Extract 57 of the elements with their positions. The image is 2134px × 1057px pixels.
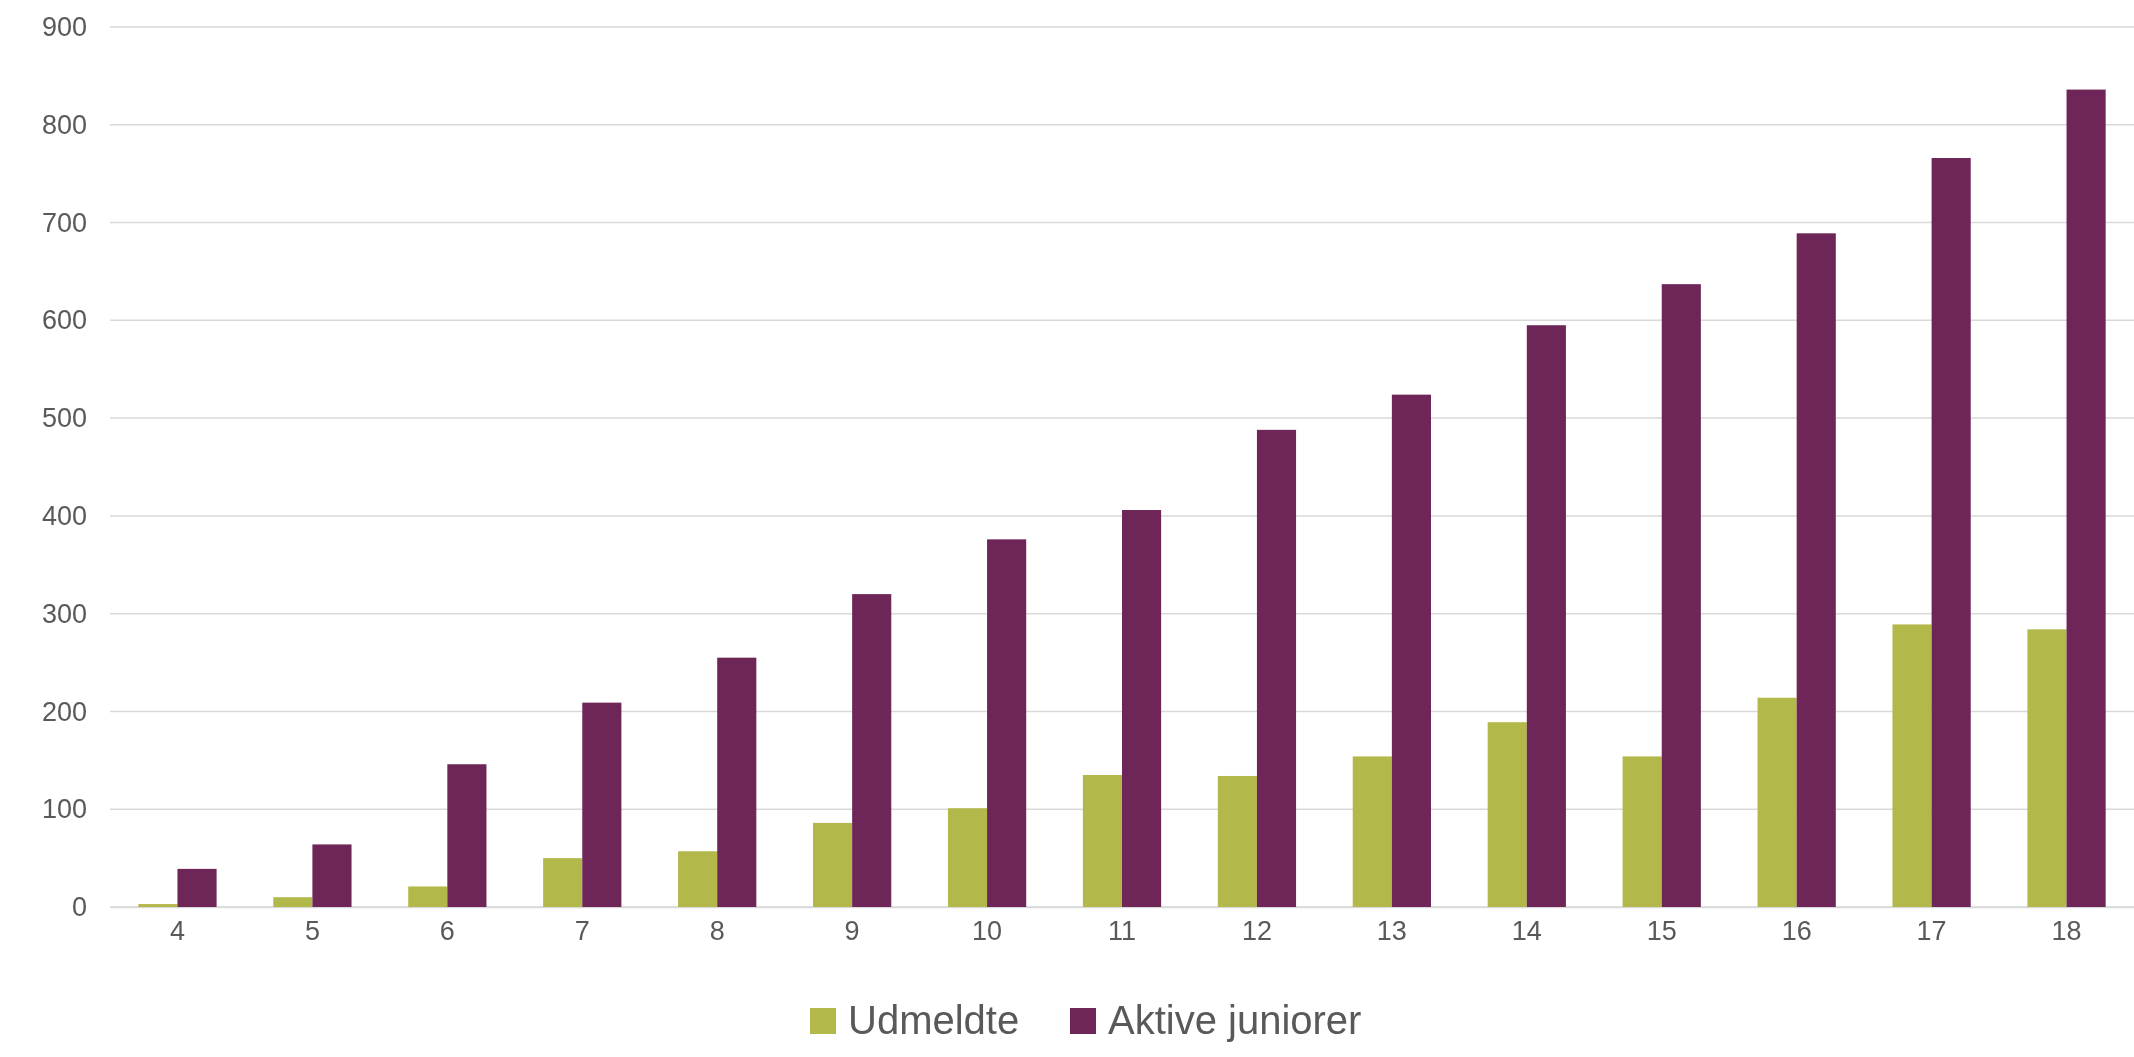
legend-label: Aktive juniorer bbox=[1108, 998, 1362, 1042]
legend-label: Udmeldte bbox=[848, 998, 1020, 1042]
x-tick-label: 16 bbox=[1781, 916, 1812, 947]
x-tick-label: 14 bbox=[1511, 916, 1542, 947]
x-tick-label: 12 bbox=[1241, 916, 1272, 947]
y-tick-label: 900 bbox=[41, 12, 87, 43]
bar bbox=[543, 858, 583, 907]
x-tick-label: 6 bbox=[439, 916, 455, 947]
bar bbox=[717, 657, 757, 907]
x-tick-label: 18 bbox=[2051, 916, 2082, 947]
bar bbox=[1122, 510, 1162, 907]
bar bbox=[1391, 394, 1431, 907]
y-tick-label: 500 bbox=[41, 403, 87, 434]
bar bbox=[408, 886, 448, 907]
bar bbox=[1256, 429, 1297, 907]
x-tick-label: 5 bbox=[304, 916, 320, 947]
y-tick-label: 400 bbox=[41, 501, 87, 532]
bar bbox=[2066, 89, 2106, 907]
y-tick-label: 300 bbox=[41, 598, 87, 629]
y-tick-label: 0 bbox=[71, 892, 87, 923]
bar bbox=[447, 764, 487, 907]
bar bbox=[1526, 325, 1566, 907]
x-tick-label: 17 bbox=[1916, 916, 1947, 947]
bar bbox=[1757, 697, 1797, 907]
y-tick-label: 100 bbox=[41, 794, 87, 825]
bar bbox=[1082, 775, 1122, 907]
bar bbox=[177, 868, 217, 907]
bar bbox=[273, 897, 313, 907]
x-tick-label: 8 bbox=[709, 916, 725, 947]
bar bbox=[1892, 624, 1932, 907]
bar bbox=[1487, 722, 1527, 907]
bar bbox=[1931, 158, 1971, 907]
y-tick-label: 600 bbox=[41, 305, 87, 336]
x-tick-label: 4 bbox=[169, 916, 185, 947]
bar bbox=[1217, 775, 1257, 907]
x-tick-label: 9 bbox=[844, 916, 860, 947]
bar bbox=[582, 702, 622, 907]
bar bbox=[947, 808, 988, 907]
bar bbox=[138, 904, 178, 907]
bar bbox=[678, 851, 718, 907]
y-tick-label: 200 bbox=[41, 696, 87, 727]
y-tick-label: 800 bbox=[41, 109, 87, 140]
bar bbox=[2027, 629, 2067, 907]
bar bbox=[312, 844, 352, 907]
bar bbox=[813, 822, 853, 907]
x-tick-label: 10 bbox=[972, 916, 1003, 947]
bar bbox=[1796, 233, 1836, 907]
bar bbox=[1622, 756, 1662, 907]
x-tick-label: 7 bbox=[574, 916, 590, 947]
x-tick-label: 11 bbox=[1107, 916, 1137, 947]
bar bbox=[1661, 284, 1701, 907]
bar bbox=[987, 539, 1027, 907]
bar bbox=[852, 594, 892, 907]
x-tick-label: 15 bbox=[1646, 916, 1677, 947]
bar bbox=[1352, 756, 1392, 907]
x-tick-label: 13 bbox=[1376, 916, 1407, 947]
y-tick-label: 700 bbox=[41, 207, 87, 238]
